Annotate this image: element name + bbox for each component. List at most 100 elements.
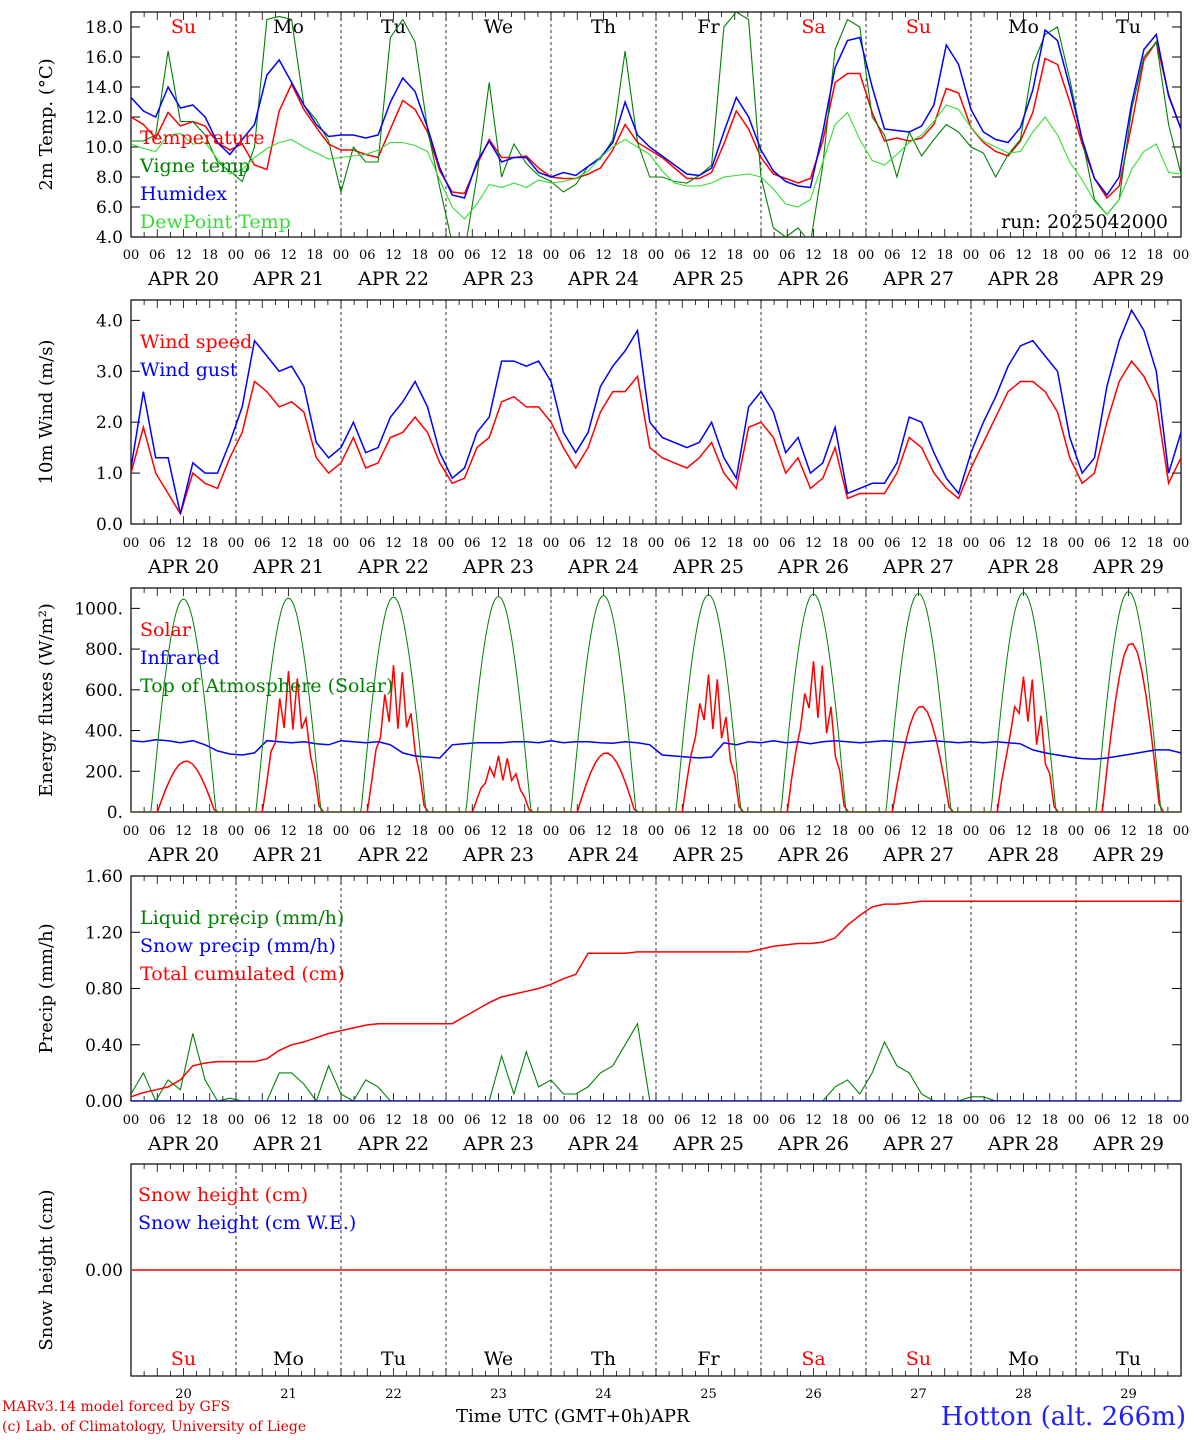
y-axis-label: Snow height (cm) [36,1189,57,1350]
hour-tick-label: 18 [936,536,953,551]
legend-entry: Total cumulated (cm) [140,963,345,985]
date-label: APR 27 [882,268,954,290]
series-line-wind-speed [131,359,1181,516]
hour-tick-label: 18 [306,824,323,839]
hour-tick-label: 00 [963,824,980,839]
hour-tick-label: 00 [753,1113,770,1128]
hour-tick-label: 00 [438,248,455,263]
hour-tick-label: 12 [700,1113,717,1128]
panel-3: 0. 200. 400. 600. 800. 1000. Energy fluxes (W/… [36,587,1190,866]
day-of-week-label: Mo [273,1348,304,1370]
series-line-humidex [131,28,1181,199]
hour-tick-label: 00 [858,248,875,263]
plot-frame [130,11,1182,238]
y-axis-label: 2m Temp. (°C) [36,58,57,190]
hour-tick-label: 00 [333,248,350,263]
hour-tick-label: 12 [910,1113,927,1128]
hour-tick-label: 00 [543,1113,560,1128]
hour-tick-label: 06 [884,536,901,551]
hour-tick-label: 00 [123,536,140,551]
hour-tick-label: 00 [753,248,770,263]
hour-tick-label: 12 [490,824,507,839]
series-line-dewpoint-temp [131,104,1181,220]
hour-tick-label: 06 [884,824,901,839]
hour-tick-label: 12 [805,1113,822,1128]
date-label: APR 26 [777,268,849,290]
hour-tick-label: 18 [621,824,638,839]
hour-tick-label: 18 [411,536,428,551]
hour-tick-label: 18 [936,248,953,263]
y-tick-label: 10.0 [85,138,123,158]
day-number-label: 20 [175,1387,192,1402]
hour-tick-label: 18 [1146,536,1163,551]
hour-tick-label: 12 [700,824,717,839]
hour-tick-label: 06 [569,248,586,263]
day-number-label: 22 [385,1387,402,1402]
date-label: APR 23 [462,1133,534,1155]
x-axis-title: Time UTC (GMT+0h) [456,1406,651,1427]
hour-tick-label: 00 [858,824,875,839]
hour-tick-label: 12 [910,824,927,839]
legend-entry: Top of Atmosphere (Solar) [140,675,393,697]
day-number-label: 28 [1015,1387,1032,1402]
hour-tick-label: 18 [411,824,428,839]
hour-tick-label: 18 [1041,536,1058,551]
y-tick-label: 200. [85,762,123,782]
hour-tick-label: 12 [385,248,402,263]
hour-tick-label: 12 [175,536,192,551]
y-tick-label: 2.0 [96,413,123,433]
day-of-week-label: Fr [697,1348,720,1370]
hour-tick-label: 06 [254,248,271,263]
hour-tick-label: 00 [438,536,455,551]
hour-tick-label: 18 [1146,824,1163,839]
hour-tick-label: 00 [648,1113,665,1128]
hour-tick-label: 00 [1068,1113,1085,1128]
hour-tick-label: 12 [490,248,507,263]
hour-tick-label: 06 [464,248,481,263]
date-label: APR 22 [357,556,429,578]
hour-tick-label: 18 [516,824,533,839]
y-tick-label: 800. [85,640,123,660]
y-tick-label: 0.40 [85,1036,123,1056]
hour-tick-label: 18 [306,536,323,551]
hour-tick-label: 06 [149,536,166,551]
hour-tick-label: 18 [726,1113,743,1128]
hour-tick-label: 12 [1015,536,1032,551]
hour-tick-label: 00 [648,248,665,263]
hour-tick-label: 06 [1094,1113,1111,1128]
date-label: APR 21 [252,268,324,290]
hour-tick-label: 00 [123,824,140,839]
hour-tick-label: 18 [1041,248,1058,263]
hour-tick-label: 12 [490,1113,507,1128]
hour-tick-label: 06 [359,1113,376,1128]
hour-tick-label: 00 [1173,824,1190,839]
hour-tick-label: 00 [753,824,770,839]
legend-entry: Infrared [140,647,220,669]
date-label: APR 29 [1092,844,1164,866]
hour-tick-label: 00 [333,536,350,551]
hour-tick-label: 18 [621,536,638,551]
day-of-week-label: Sa [801,16,825,38]
date-label: APR 25 [672,844,744,866]
series-line-infrared [131,738,1181,760]
hour-tick-label: 06 [884,1113,901,1128]
hour-tick-label: 06 [674,1113,691,1128]
hour-tick-label: 06 [674,824,691,839]
hour-tick-label: 00 [543,248,560,263]
hour-tick-label: 00 [1068,824,1085,839]
hour-tick-label: 18 [621,1113,638,1128]
hour-tick-label: 12 [280,1113,297,1128]
date-label: APR 29 [1092,268,1164,290]
hour-tick-label: 12 [1015,248,1032,263]
series-line-toa-solar [131,591,1181,812]
hour-tick-label: 18 [726,248,743,263]
hour-tick-label: 18 [1041,824,1058,839]
date-label: APR 22 [357,844,429,866]
hour-tick-label: 18 [936,824,953,839]
hour-tick-label: 00 [858,536,875,551]
hour-tick-label: 18 [411,248,428,263]
hour-tick-label: 00 [1173,248,1190,263]
hour-tick-label: 12 [175,248,192,263]
hour-tick-label: 00 [858,1113,875,1128]
